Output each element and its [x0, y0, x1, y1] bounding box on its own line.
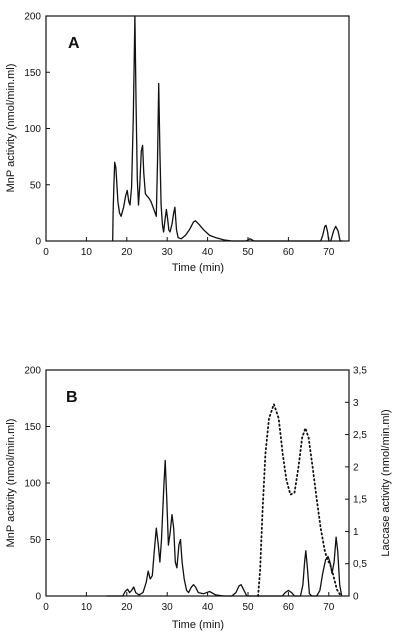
panel-b-ytick-label: 200 [24, 366, 41, 377]
panel-b-series-mnp-line [106, 459, 343, 597]
panel-b-ticks: 0 10 20 30 40 50 60 70 0 50 100 150 200 0 0,5 1 1,5 2 2,5 3… [24, 366, 367, 614]
panel-a-ytick-label: 0 [35, 237, 41, 248]
panel-b-y2tick-label: 1,5 [353, 495, 367, 506]
panel-a-series-mnp-line [112, 15, 343, 242]
panel-a-xtick-label: 30 [162, 247, 174, 258]
panel-a-xtick-label: 10 [81, 247, 93, 258]
panel-a-xtick-label: 50 [242, 247, 254, 258]
panel-b-xtick-label: 20 [121, 602, 133, 613]
panel-a-ticks: 0 10 20 30 40 50 60 70 0 50 100 150 200 [24, 12, 334, 259]
panel-a-xtick-label: 0 [43, 247, 49, 258]
panel-a-letter: A [68, 35, 80, 52]
panel-a: A Time (min) MnP activity (nmol/min.ml) … [5, 12, 350, 274]
panel-b-ytick-label: 150 [24, 422, 41, 433]
panel-b-letter: B [66, 389, 78, 406]
panel-b-ytick-label: 0 [35, 592, 41, 603]
panel-b-xlabel: Time (min) [172, 619, 224, 631]
panel-b-frame [45, 369, 350, 597]
panel-a-series [112, 15, 343, 242]
panel-a-xtick-label: 60 [283, 247, 295, 258]
panel-b-xtick-label: 40 [202, 602, 214, 613]
panel-b-xtick-label: 30 [162, 602, 174, 613]
panel-a-xtick-label: 70 [323, 247, 335, 258]
panel-b-y2tick-label: 1 [353, 527, 359, 538]
panel-b-series [106, 403, 343, 597]
panel-a-xlabel: Time (min) [172, 262, 224, 274]
panel-b-xtick-label: 10 [81, 602, 93, 613]
panel-a-xtick-label: 40 [202, 247, 214, 258]
panel-b-y2tick-label: 3 [353, 398, 359, 409]
panel-a-ytick-label: 50 [30, 180, 42, 191]
panel-b-ylabel: MnP activity (nmol/min.ml) [5, 419, 17, 548]
panel-a-ytick-label: 100 [24, 124, 41, 135]
panel-b-y2tick-label: 2,5 [353, 430, 367, 441]
panel-b-y2tick-label: 0,5 [353, 559, 367, 570]
panel-a-frame [45, 15, 350, 242]
panel-b-xtick-label: 60 [283, 602, 295, 613]
panel-b-series-laccase-line [257, 403, 342, 597]
panel-a-ytick-label: 150 [24, 68, 41, 79]
panel-b-ytick-label: 100 [24, 479, 41, 490]
panel-b-xtick-label: 50 [242, 602, 254, 613]
panel-a-ylabel: MnP activity (nmol/min.ml) [5, 64, 17, 193]
panel-b-y2label: Laccase activity (nmol/min.ml) [380, 409, 392, 556]
panel-b-y2tick-label: 3,5 [353, 366, 367, 377]
panel-a-xtick-label: 20 [121, 247, 133, 258]
panel-a-ytick-label: 200 [24, 12, 41, 23]
panel-b-y2tick-label: 0 [353, 592, 359, 603]
panel-b-xtick-label: 70 [323, 602, 335, 613]
panel-b-xtick-label: 0 [43, 602, 49, 613]
panel-b-ytick-label: 50 [30, 535, 42, 546]
panel-b: B Time (min) MnP activity (nmol/min.ml) … [5, 366, 392, 632]
panel-b-y2tick-label: 2 [353, 462, 359, 473]
